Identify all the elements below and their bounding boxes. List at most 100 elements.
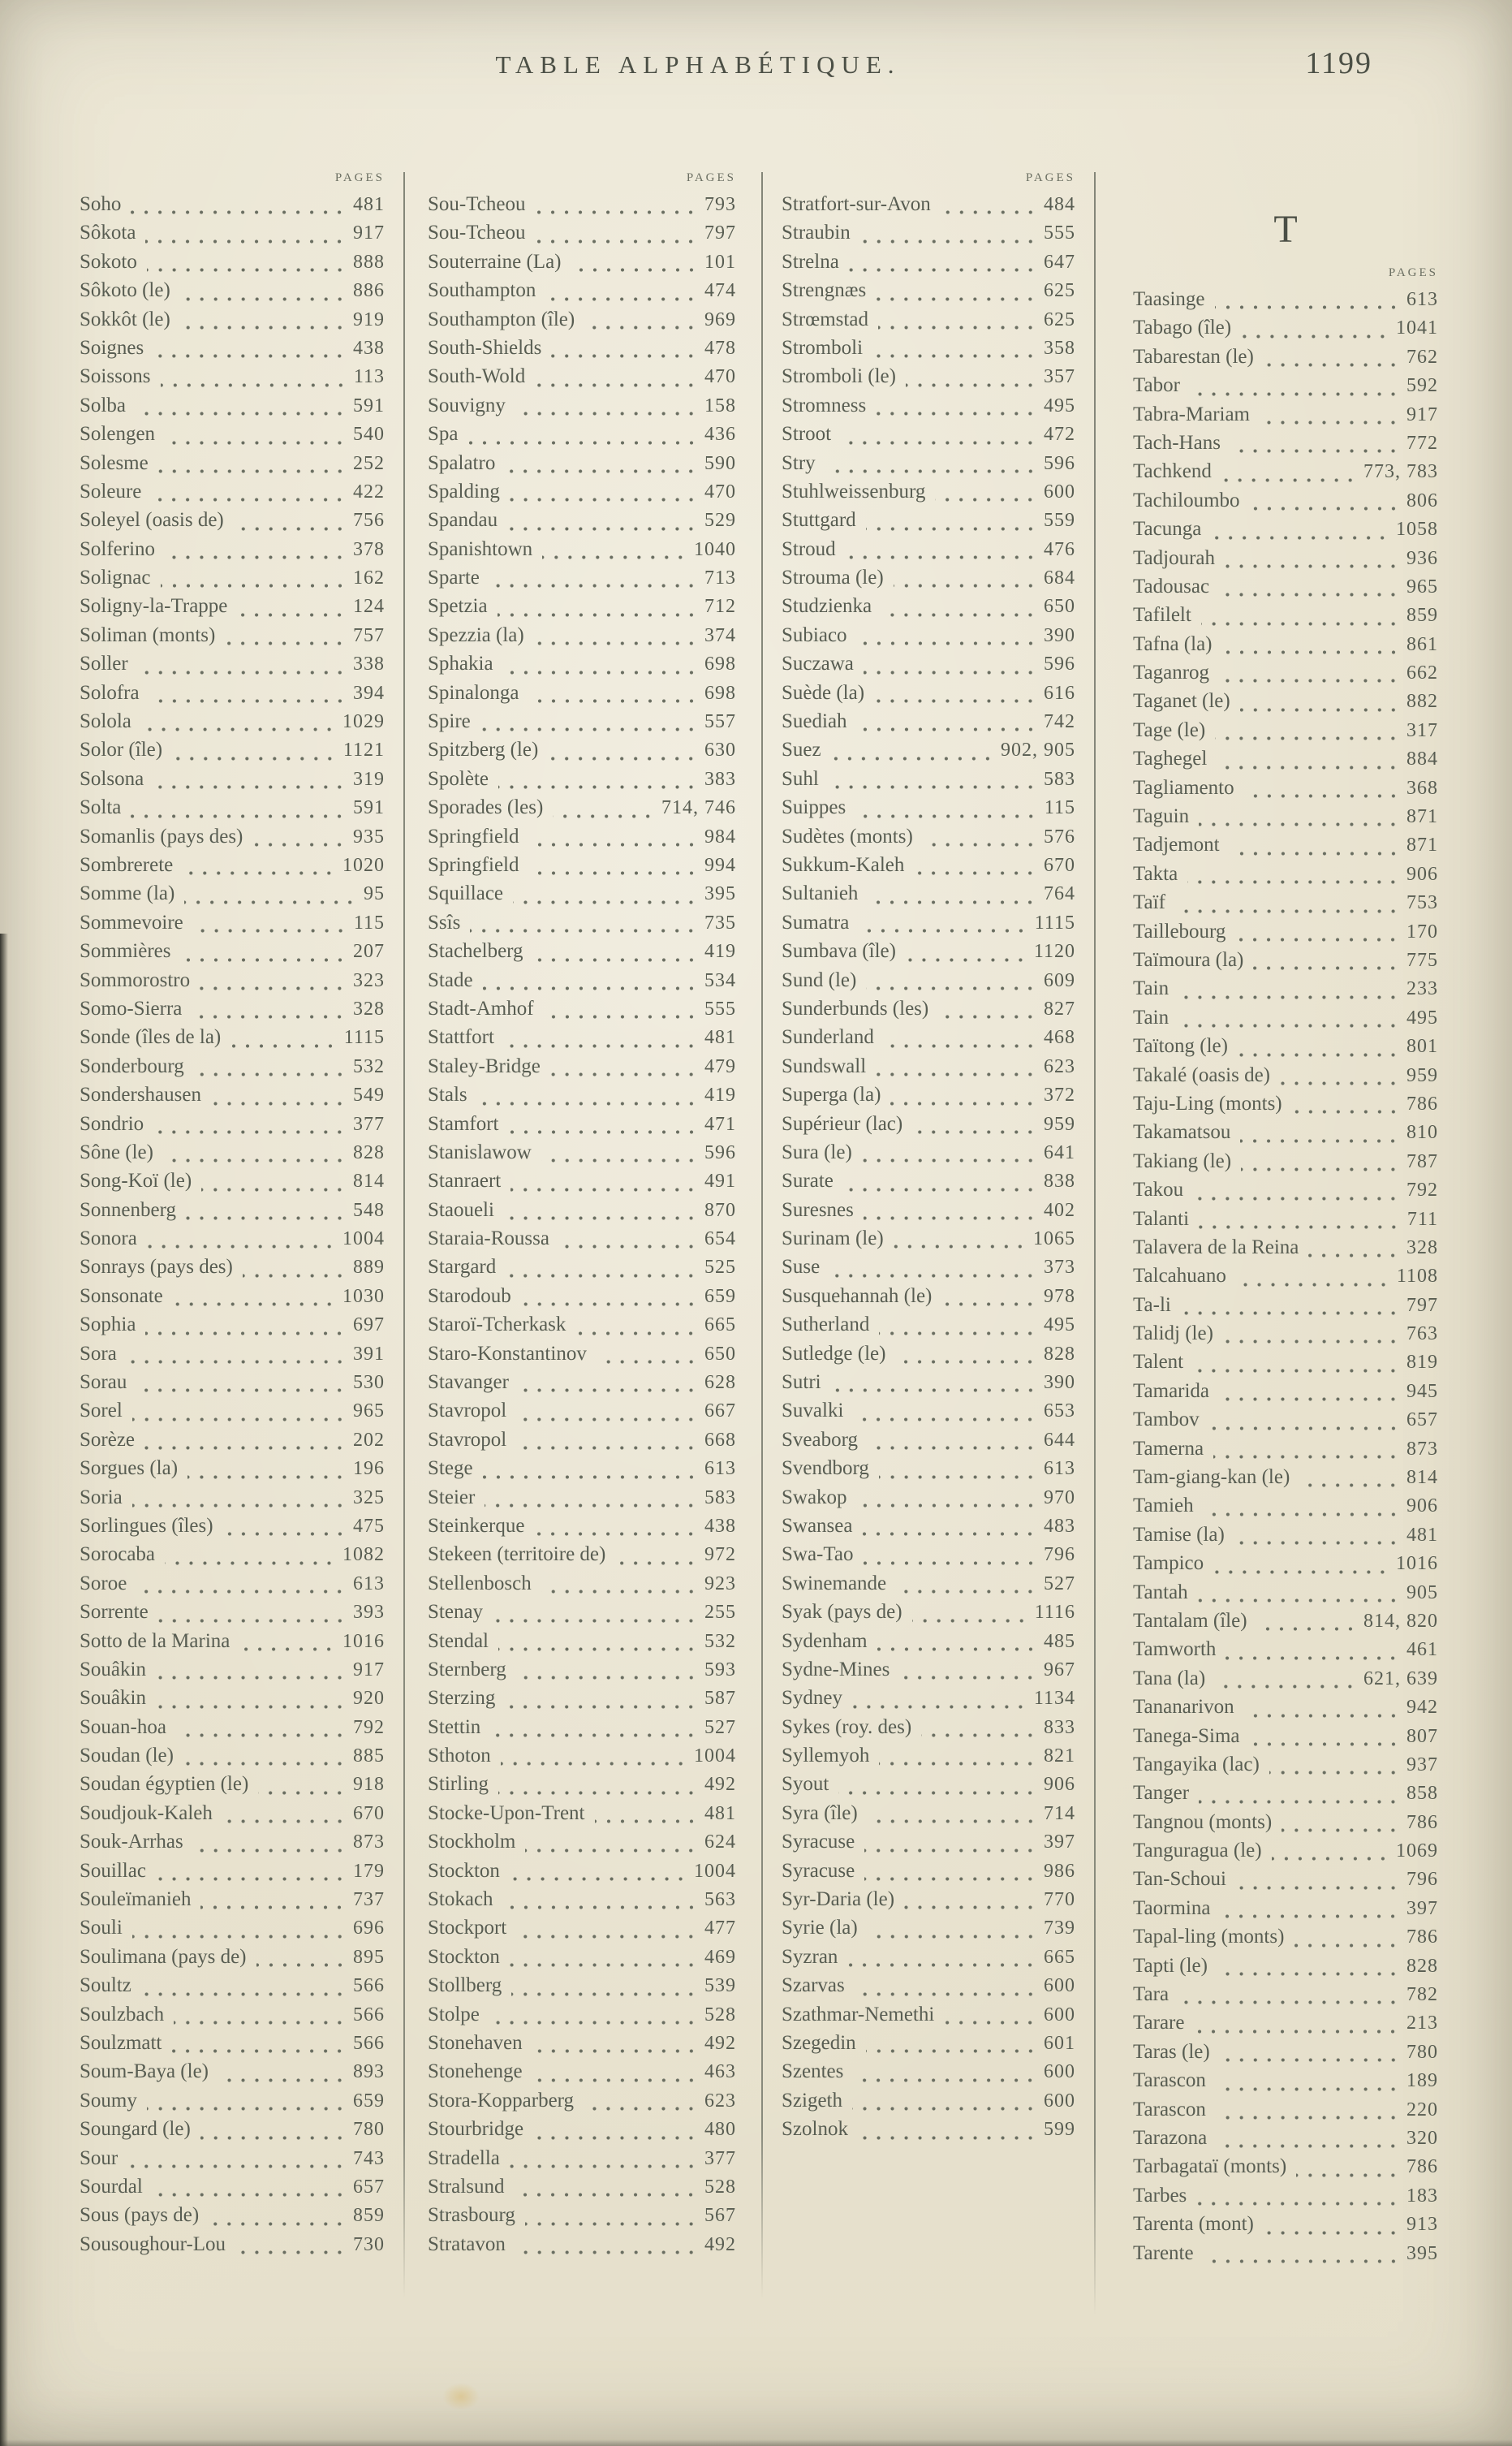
entry-page: 713	[704, 567, 736, 589]
index-entry-row: Tananarivon 942	[1133, 1696, 1438, 1724]
entry-page: 1121	[342, 740, 385, 761]
entry-leader-dots	[505, 1703, 698, 1710]
entry-name: Stirling	[428, 1773, 489, 1796]
index-column-3: PAGES Stratfort-sur-Avon 484 Straubin 555 Str…	[782, 162, 1075, 2147]
entry-page: 484	[1044, 194, 1075, 215]
entry-page: 491	[704, 1171, 736, 1193]
index-entry-row: Tam-giang-kan (le) 814	[1133, 1466, 1438, 1495]
entry-page: 1058	[1396, 519, 1438, 541]
entry-name: Soligny-la-Trappe	[80, 595, 228, 618]
entry-name: Sommorostro	[80, 968, 191, 991]
entry-page: 630	[704, 740, 736, 761]
entry-leader-dots	[146, 1244, 336, 1250]
entry-leader-dots	[879, 1330, 1037, 1336]
entry-leader-dots	[551, 353, 698, 360]
index-entry-row: Solengen 540	[80, 423, 385, 451]
entry-page: 599	[1044, 2119, 1075, 2141]
entry-name: Staraia-Roussa	[428, 1227, 549, 1250]
entry-name: Sorrente	[80, 1601, 149, 1624]
entry-leader-dots	[524, 2220, 698, 2227]
index-entry-row: Ssîs 735	[428, 912, 736, 940]
index-entry-row: Solofra 394	[80, 682, 385, 710]
entry-leader-dots	[862, 1531, 1037, 1538]
entry-page: 539	[704, 1975, 736, 1997]
entry-name: Tabor	[1133, 374, 1180, 397]
index-entry-row: Stade 534	[428, 969, 736, 998]
entry-leader-dots	[1180, 1310, 1400, 1317]
index-entry-row: Stratfort-sur-Avon 484	[782, 193, 1075, 222]
index-entry-row: Tarente 395	[1133, 2242, 1438, 2271]
index-entry-row: Tangnou (monts) 786	[1133, 1811, 1438, 1840]
index-entry-row: Sorel 965	[80, 1400, 385, 1428]
entry-page: 220	[1406, 2099, 1438, 2120]
entry-leader-dots	[1269, 1770, 1400, 1776]
entry-name: Soignes	[80, 336, 144, 359]
entry-leader-dots	[172, 755, 337, 761]
entry-page: 698	[704, 654, 736, 675]
entry-page: 555	[704, 998, 736, 1020]
entry-page: 559	[1044, 510, 1075, 532]
entry-name: Takou	[1133, 1179, 1184, 1201]
entry-name: Sommevoire	[80, 911, 183, 934]
entry-name: Tamerna	[1133, 1437, 1204, 1460]
entry-page: 492	[704, 1774, 736, 1796]
entry-name: Sultanieh	[782, 882, 859, 905]
entry-name: Tacunga	[1133, 518, 1202, 541]
index-entry-row: Tamworth 461	[1133, 1638, 1438, 1667]
entry-name: Souleïmanieh	[80, 1888, 192, 1911]
entry-page: 965	[353, 1400, 385, 1422]
entry-leader-dots	[509, 2163, 698, 2169]
entry-leader-dots	[1197, 1597, 1400, 1603]
entry-leader-dots	[510, 1186, 698, 1193]
entry-name: Stekeen (territoire de)	[428, 1543, 606, 1566]
entry-leader-dots	[235, 2250, 347, 2256]
entry-leader-dots	[857, 2134, 1037, 2141]
index-entry-row: Suczawa 596	[782, 653, 1075, 681]
entry-name: Soultz	[80, 1974, 131, 1997]
entry-leader-dots	[584, 2106, 698, 2112]
entry-leader-dots	[237, 611, 347, 618]
index-entry-row: Suez 902, 905	[782, 739, 1075, 767]
index-entry-row: Supérieur (lac) 959	[782, 1113, 1075, 1141]
entry-leader-dots	[841, 439, 1037, 446]
entry-leader-dots	[1226, 1654, 1400, 1661]
index-entry-row: Sveaborg 644	[782, 1429, 1075, 1457]
entry-leader-dots	[1193, 1367, 1400, 1374]
entry-leader-dots	[210, 1100, 347, 1107]
entry-name: Stratfort-sur-Avon	[782, 193, 931, 215]
entry-name: South-Shields	[428, 336, 542, 359]
index-entry-row: Strasbourg 567	[428, 2204, 736, 2232]
entry-page: 436	[704, 424, 736, 446]
entry-leader-dots	[165, 554, 347, 561]
entry-name: Talidj (le)	[1133, 1322, 1213, 1345]
entry-leader-dots	[867, 1445, 1037, 1452]
index-entry-row: Suresnes 402	[782, 1199, 1075, 1227]
index-entry-row: Tabarestan (le) 762	[1133, 346, 1438, 374]
entry-page: 625	[1044, 308, 1075, 330]
entry-page: 377	[704, 2147, 736, 2169]
entry-name: Tanguragua (le)	[1133, 1840, 1262, 1862]
entry-page: 474	[704, 280, 736, 302]
index-entry-row: Stockton 469	[428, 1946, 736, 1974]
entry-leader-dots	[881, 611, 1037, 618]
entry-leader-dots	[1199, 822, 1400, 828]
index-entry-row: Szarvas 600	[782, 1974, 1075, 2003]
entry-page: 566	[353, 1975, 385, 1997]
index-entry-row: Stavropol 668	[428, 1429, 736, 1457]
entry-page: 481	[704, 1027, 736, 1049]
index-entry-row: Taïf 753	[1133, 891, 1438, 920]
entry-leader-dots	[615, 1559, 698, 1566]
entry-leader-dots	[941, 1301, 1037, 1308]
index-entry-row: Swinemande 527	[782, 1572, 1075, 1601]
index-entry-row: Tantah 905	[1133, 1581, 1438, 1610]
entry-name: Sorocaba	[80, 1543, 156, 1566]
entry-leader-dots	[856, 727, 1037, 733]
index-entry-row: Soroe 613	[80, 1572, 385, 1601]
index-entry-row: Souillac 179	[80, 1860, 385, 1888]
entry-name: Souvigny	[428, 394, 506, 416]
entry-name: Sumatra	[782, 911, 850, 934]
entry-page: 871	[1406, 806, 1438, 828]
entry-page: 1108	[1396, 1266, 1438, 1288]
index-entry-row: Tarenta (mont) 913	[1133, 2213, 1438, 2241]
index-entry-row: Stokach 563	[428, 1888, 736, 1917]
